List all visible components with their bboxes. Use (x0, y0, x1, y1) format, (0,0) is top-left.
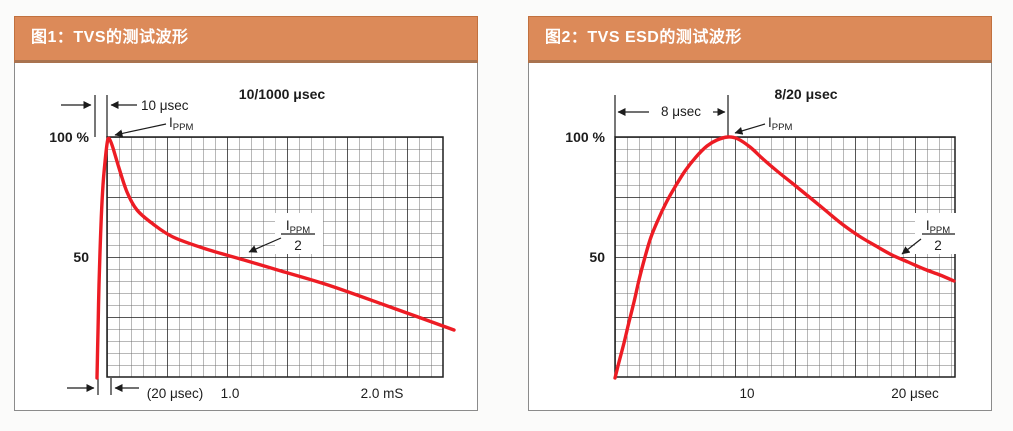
ippm-callout-arrow (734, 123, 766, 135)
y-axis-50-label: 50 (589, 249, 605, 265)
y-axis-100-label: 100 % (565, 129, 605, 145)
figure1-chart: 10 μsec IPPM 10/1000 μsec 100 % 50 IPPM … (49, 86, 456, 401)
half-callout-arrow (248, 237, 282, 253)
x-tick-20usec: 20 μsec (891, 386, 939, 401)
ippm-peak-label: IPPM (768, 115, 792, 133)
waveform-title: 10/1000 μsec (239, 86, 326, 102)
ippm-half-denominator: 2 (934, 238, 942, 253)
ippm-callout-arrow (114, 123, 167, 138)
waveform-title: 8/20 μsec (774, 86, 837, 102)
waveform-curve (613, 135, 956, 380)
y-axis-50-label: 50 (73, 249, 89, 265)
figure1-panel: 10 μsec IPPM 10/1000 μsec 100 % 50 IPPM … (14, 16, 478, 411)
waveform-curve (95, 136, 456, 380)
figure1-caption: 图1：TVS的测试波形 (31, 29, 189, 46)
rise-time-label: 8 μsec (661, 104, 701, 119)
figure2-header: 图2：TVS ESD的测试波形 (528, 16, 992, 63)
x-tick-1ms: 1.0 (221, 386, 240, 401)
x-tick-2ms: 2.0 mS (361, 386, 404, 401)
ippm-half-numerator: IPPM (286, 218, 310, 236)
graph-grid (106, 136, 444, 378)
figure1-header: 图1：TVS的测试波形 (14, 16, 478, 63)
graph-grid (614, 136, 956, 378)
y-axis-100-label: 100 % (49, 129, 89, 145)
figure2-panel: 8 μsec IPPM 8/20 μsec 100 % 50 IPPM 2 10… (528, 16, 992, 411)
ippm-half-numerator: IPPM (926, 218, 950, 236)
half-callout-arrow (901, 238, 922, 255)
rise-time-label: 10 μsec (141, 98, 189, 113)
x-tick-10: 10 (739, 386, 754, 401)
ippm-half-denominator: 2 (294, 238, 302, 253)
figure2-caption: 图2：TVS ESD的测试波形 (545, 29, 742, 46)
ippm-peak-label: IPPM (169, 115, 193, 133)
x-tick-20usec: (20 μsec) (147, 386, 204, 401)
figure2-chart: 8 μsec IPPM 8/20 μsec 100 % 50 IPPM 2 10… (565, 86, 960, 401)
